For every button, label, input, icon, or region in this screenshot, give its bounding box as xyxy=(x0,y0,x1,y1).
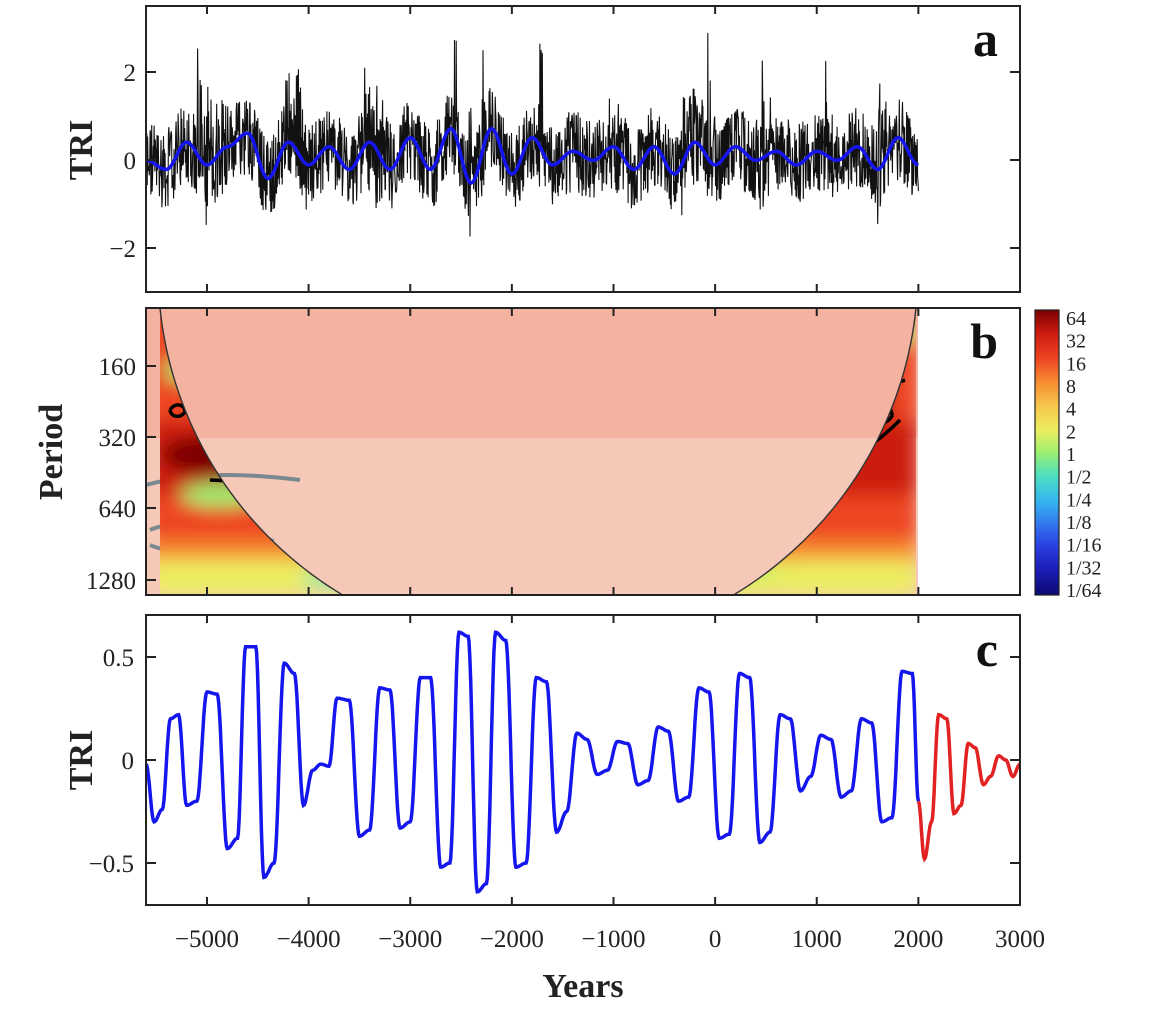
x-axis-label: Years xyxy=(542,968,623,1005)
y-tick-label: 1280 xyxy=(86,568,136,595)
y-tick-label: 320 xyxy=(99,425,137,452)
panel-b-x-ticks xyxy=(205,308,1021,595)
panel-c-x-ticks xyxy=(205,615,1021,905)
panel-b: 160 320 640 1280 Period b xyxy=(33,307,1021,596)
filtered-tri-series xyxy=(146,126,919,186)
x-tick-label: −4000 xyxy=(277,926,341,953)
y-tick-label: 0.5 xyxy=(103,645,134,672)
panel-a: 2 0 −2 TRI a xyxy=(63,5,1021,293)
cone-of-influence xyxy=(159,308,917,595)
colorbar-label: 1/64 xyxy=(1066,580,1102,602)
x-tick-label: −1000 xyxy=(581,926,645,953)
colorbar-label: 1/16 xyxy=(1066,535,1102,557)
colorbar-label: 64 xyxy=(1066,308,1086,330)
panel-c-background xyxy=(146,615,1020,905)
x-tick-label: −5000 xyxy=(175,926,239,953)
y-tick-label: 160 xyxy=(99,354,137,381)
colorbar-label: 8 xyxy=(1066,376,1076,398)
x-tick-labels: −5000 −4000 −3000 −2000 −1000 0 1000 2000 3000 xyxy=(175,926,1045,953)
panel-b-y-axis-label: Period xyxy=(33,404,70,500)
y-tick-label: 2 xyxy=(124,60,137,87)
x-tick-label: −3000 xyxy=(378,926,442,953)
panel-c: 0.5 0 −0.5 TRI c −5000 −4000 −3000 −2000 −10… xyxy=(63,614,1045,1005)
colorbar-label: 1/8 xyxy=(1066,512,1092,534)
reconstructed-series xyxy=(146,630,921,894)
colorbar-label: 16 xyxy=(1066,353,1086,375)
panel-a-y-ticks: 2 0 −2 xyxy=(109,60,1020,263)
x-tick-label: 3000 xyxy=(995,926,1045,953)
x-tick-label: −2000 xyxy=(480,926,544,953)
colorbar-gradient xyxy=(1034,309,1060,596)
y-tick-label: 640 xyxy=(99,496,137,523)
colorbar-label: 1/32 xyxy=(1066,557,1102,579)
colorbar-label: 4 xyxy=(1066,399,1076,421)
x-tick-label: 1000 xyxy=(792,926,842,953)
x-tick-label: 0 xyxy=(709,926,722,953)
raw-tri-series xyxy=(146,32,919,237)
projection-series xyxy=(916,712,1020,863)
panel-c-y-ticks: 0.5 0 −0.5 xyxy=(89,645,1020,878)
panel-a-y-axis-label: TRI xyxy=(63,120,100,180)
colorbar-label: 32 xyxy=(1066,331,1086,353)
panel-c-y-axis-label: TRI xyxy=(63,730,100,790)
colorbar-label: 1/2 xyxy=(1066,467,1092,489)
colorbar-label: 1/4 xyxy=(1066,489,1092,511)
colorbar-label: 2 xyxy=(1066,421,1076,443)
y-tick-label: −0.5 xyxy=(89,851,134,878)
panel-c-letter: c xyxy=(976,621,998,677)
panel-b-letter: b xyxy=(970,313,998,369)
panel-a-letter: a xyxy=(973,11,998,67)
panel-b-y-ticks: 160 320 640 1280 xyxy=(86,354,156,595)
cone-outside-band xyxy=(146,308,918,438)
y-tick-label: 0 xyxy=(124,148,137,175)
y-tick-label: −2 xyxy=(109,236,136,263)
panel-b-frame xyxy=(145,307,1021,596)
colorbar-label: 1 xyxy=(1066,444,1076,466)
x-tick-label: 2000 xyxy=(893,926,943,953)
panel-a-x-ticks xyxy=(205,6,1021,292)
panel-a-frame xyxy=(145,5,1021,293)
y-tick-label: 0 xyxy=(122,748,135,775)
